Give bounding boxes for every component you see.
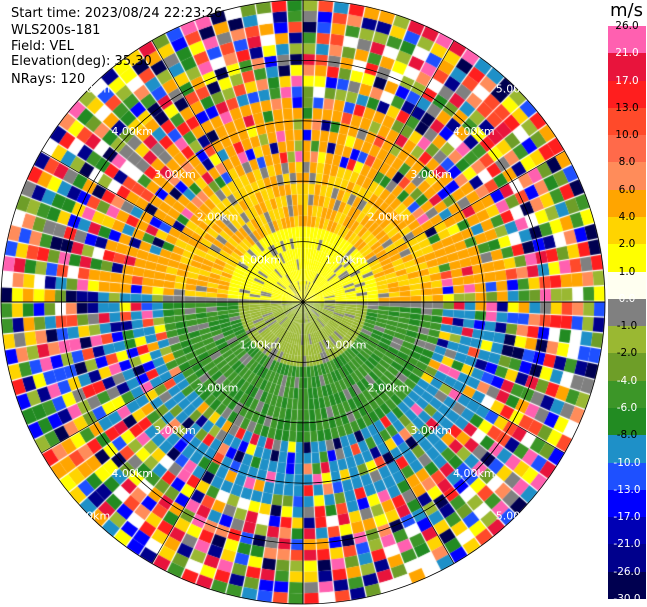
range-ring-label: 2.00km bbox=[197, 211, 239, 224]
range-ring-label: 5.00km bbox=[69, 82, 111, 95]
colorbar-segment bbox=[608, 435, 646, 464]
range-ring-label: 3.00km bbox=[154, 424, 196, 437]
colorbar-tick-label: -21.0 bbox=[613, 538, 641, 551]
colorbar-tick-label: 6.0 bbox=[618, 183, 636, 196]
colorbar-segment bbox=[608, 107, 646, 136]
colorbar-tick-label: 26.0 bbox=[615, 20, 639, 32]
range-ring-label: 2.00km bbox=[197, 381, 239, 394]
colorbar-segment bbox=[608, 380, 646, 409]
range-ring-label: 4.00km bbox=[453, 467, 495, 480]
colorbar-tick-label: -10.0 bbox=[613, 456, 641, 469]
colorbar-tick-label: 0.0 bbox=[618, 292, 636, 305]
range-ring-label: 4.00km bbox=[111, 467, 153, 480]
colorbar-tick-label: 10.0 bbox=[615, 129, 639, 142]
azimuth-spoke bbox=[41, 150, 304, 303]
colorbar-segment bbox=[608, 571, 646, 600]
colorbar-tick-label: 4.0 bbox=[618, 211, 636, 223]
range-ring-label: 5.00km bbox=[496, 510, 538, 523]
colorbar-segment bbox=[608, 544, 646, 573]
colorbar-segment bbox=[608, 462, 646, 491]
colorbar-tick-label: -8.0 bbox=[616, 429, 638, 442]
elevation-label: Elevation(deg): 35.30 bbox=[11, 54, 152, 69]
colorbar-tick-label: 1.0 bbox=[618, 265, 636, 278]
colorbar-segment bbox=[608, 80, 646, 109]
range-ring-label: 1.00km bbox=[325, 253, 367, 266]
colorbar-tick-label: -4.0 bbox=[616, 374, 638, 387]
colorbar-segment bbox=[608, 244, 646, 273]
colorbar-segment bbox=[608, 135, 646, 163]
range-ring-label: 5.00km bbox=[69, 510, 111, 523]
colorbar-segment bbox=[608, 53, 646, 82]
colorbar-tick-label: 17.0 bbox=[615, 74, 639, 87]
azimuth-spoke bbox=[302, 150, 565, 303]
azimuth-spokes bbox=[1, 0, 605, 604]
colorbar-segment bbox=[608, 326, 646, 354]
colorbar: 26.0 21.0 17.0 13.0 10.0 8.0 6.0 4.0 2.0 1.0 0.0 -1… bbox=[608, 20, 646, 605]
colorbar-units: m/s bbox=[610, 0, 643, 21]
colorbar-tick-label: -13.0 bbox=[613, 483, 641, 496]
start-time-label: Start time: 2023/08/24 22:23:26 bbox=[11, 6, 223, 21]
colorbar-segment bbox=[608, 408, 646, 436]
range-ring-label: 3.00km bbox=[410, 168, 452, 181]
range-ring-label: 2.00km bbox=[368, 211, 410, 224]
range-ring-label: 4.00km bbox=[111, 125, 153, 138]
range-ring-label: 5.00km bbox=[496, 82, 538, 95]
colorbar-tick-label: -1.0 bbox=[616, 320, 638, 333]
colorbar-tick-label: -2.0 bbox=[616, 347, 638, 360]
azimuth-spoke bbox=[302, 301, 455, 564]
instrument-name: WLS200s-181 bbox=[11, 23, 101, 38]
colorbar-tick-label: -30.0 bbox=[613, 593, 641, 605]
azimuth-spoke bbox=[302, 40, 455, 303]
nrays-label: NRays: 120 bbox=[11, 72, 86, 87]
colorbar-tick-label: 13.0 bbox=[615, 101, 639, 114]
range-ring-label: 3.00km bbox=[154, 168, 196, 181]
range-ring-label: 1.00km bbox=[240, 339, 282, 352]
colorbar-segment bbox=[608, 26, 646, 54]
field-label: Field: VEL bbox=[11, 39, 74, 54]
range-ring-label: 3.00km bbox=[410, 424, 452, 437]
colorbar-segment bbox=[608, 162, 646, 191]
range-ring-label: 1.00km bbox=[240, 253, 282, 266]
range-ring-label: 4.00km bbox=[453, 125, 495, 138]
colorbar-segment bbox=[608, 271, 646, 300]
azimuth-spoke bbox=[41, 301, 304, 454]
colorbar-segment bbox=[608, 517, 646, 545]
azimuth-spoke bbox=[151, 40, 304, 303]
range-ring-label: 1.00km bbox=[325, 339, 367, 352]
colorbar-segment bbox=[608, 189, 646, 218]
range-ring-labels: 1.00km 1.00km 1.00km 1.00km 2.00km 2.00km 2.00… bbox=[69, 82, 538, 522]
colorbar-segment bbox=[608, 298, 646, 327]
colorbar-tick-label: 21.0 bbox=[615, 47, 639, 60]
azimuth-spoke bbox=[302, 301, 565, 454]
colorbar-tick-label: -26.0 bbox=[613, 565, 641, 578]
azimuth-spoke bbox=[151, 301, 304, 564]
colorbar-segment bbox=[608, 353, 646, 382]
colorbar-tick-label: 8.0 bbox=[618, 156, 636, 169]
colorbar-tick-label: -17.0 bbox=[613, 511, 641, 524]
colorbar-segment bbox=[608, 489, 646, 518]
range-ring-label: 2.00km bbox=[368, 381, 410, 394]
colorbar-tick-label: 2.0 bbox=[618, 238, 636, 251]
colorbar-segment bbox=[608, 217, 646, 245]
colorbar-tick-label: -6.0 bbox=[616, 402, 638, 414]
